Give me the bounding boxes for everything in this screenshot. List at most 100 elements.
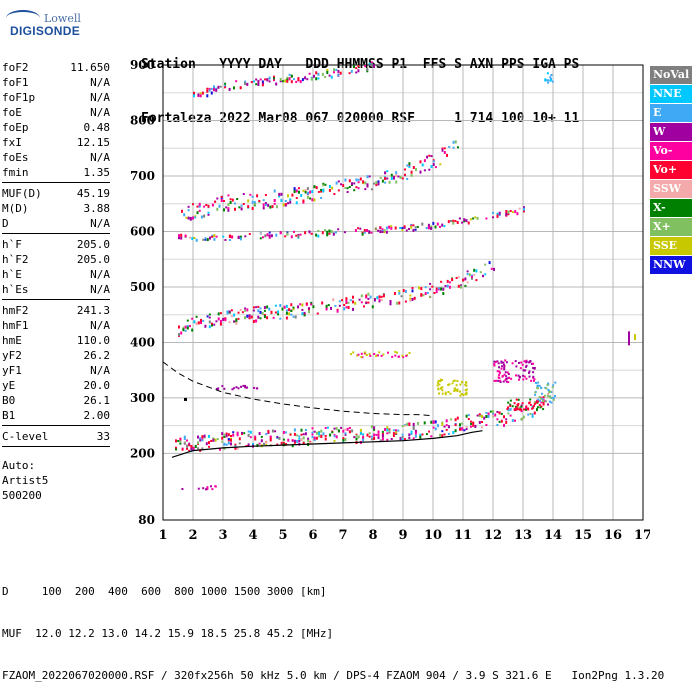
echo-point [412, 422, 415, 426]
echo-point [286, 232, 289, 236]
echo-point [534, 391, 537, 394]
echo-point [465, 219, 468, 223]
echo-point [179, 440, 182, 443]
echo-point [269, 436, 272, 440]
param-value: 12.15 [76, 136, 110, 149]
param-row: h`F 205.0 [2, 237, 110, 252]
echo-point [247, 443, 250, 447]
echo-point [288, 77, 291, 81]
autoscale-note: Auto: [2, 459, 36, 472]
echo-point [335, 231, 337, 234]
echo-point [204, 237, 207, 240]
echo-point [308, 72, 311, 75]
echo-point [233, 320, 236, 323]
echo-point [203, 434, 206, 438]
echo-point [215, 235, 218, 238]
echo-point [532, 375, 535, 378]
echo-point [289, 198, 292, 201]
echo-point [293, 78, 295, 81]
echo-point [410, 225, 413, 229]
echo-point [197, 435, 199, 439]
echo-point [441, 223, 444, 227]
y-tick-label: 80 [138, 513, 155, 527]
header-value-config: 1 714 100 10+ 11 [454, 111, 580, 126]
echo-point [377, 434, 380, 438]
param-name: MUF(D) [2, 187, 42, 200]
echo-point [459, 427, 461, 431]
echo-point [552, 397, 555, 399]
echo-point [384, 171, 387, 175]
echo-point [417, 422, 420, 425]
echo-point [473, 268, 476, 272]
echo-point [178, 234, 180, 238]
echo-point [401, 227, 404, 230]
echo-point [492, 216, 494, 219]
echo-point [284, 203, 287, 206]
param-row: h`E N/A [2, 267, 110, 282]
echo-point [411, 297, 414, 301]
echo-point [303, 314, 306, 317]
echo-point [278, 436, 281, 440]
echo-point [536, 408, 538, 412]
echo-point [421, 433, 424, 436]
echo-point [184, 325, 187, 329]
echo-point [411, 289, 414, 293]
echo-point [503, 365, 506, 368]
echo-cluster [436, 378, 468, 397]
scaled-parameters-panel: foF2 11.650 foF1 N/A foF1p N/A foE N/A foEp 0.48 f… [2, 60, 110, 503]
echo-point [446, 279, 449, 283]
echo-point [377, 430, 380, 434]
echo-point [435, 289, 438, 291]
echo-point [273, 77, 275, 80]
echo-point [461, 422, 464, 425]
param-name: foF2 [2, 61, 29, 74]
echo-point [271, 205, 274, 209]
echo-point [454, 220, 457, 222]
echo-point [444, 285, 447, 288]
echo-point [321, 231, 324, 235]
echo-point [302, 436, 305, 440]
echo-point [463, 429, 466, 432]
echo-point [317, 72, 320, 76]
echo-point [235, 318, 238, 322]
echo-point [294, 315, 297, 319]
echo-point [460, 393, 463, 395]
echo-point [222, 317, 225, 321]
echo-point [227, 438, 230, 441]
echo-point [285, 443, 288, 446]
echo-point [365, 296, 368, 299]
echo-point [541, 397, 544, 400]
echo-point [276, 436, 279, 439]
echo-point [532, 405, 535, 407]
echo-point [336, 309, 339, 313]
y-tick-label: 300 [130, 391, 155, 405]
echo-point [441, 434, 444, 438]
echo-point [181, 488, 184, 490]
echo-point [196, 211, 199, 215]
echo-point [432, 422, 435, 424]
echo-point [229, 198, 232, 201]
param-value: 11.650 [70, 61, 110, 74]
param-value: 2.00 [83, 409, 111, 422]
echo-point [351, 182, 353, 186]
echo-point [410, 173, 413, 177]
echo-point [306, 187, 309, 191]
echo-point [267, 203, 270, 207]
echo-point [542, 398, 545, 401]
echo-point [228, 234, 231, 238]
echo-point [279, 77, 282, 81]
echo-point [337, 228, 340, 231]
echo-point [465, 391, 468, 394]
echo-point [547, 388, 550, 391]
echo-point [234, 202, 236, 205]
echo-point [481, 426, 483, 429]
echo-point [525, 407, 527, 410]
electron-density-profile [171, 430, 483, 458]
echo-point [224, 239, 227, 241]
param-name: hmF1 [2, 319, 29, 332]
echo-point [389, 302, 392, 306]
echo-point [434, 225, 437, 229]
param-name: h`E [2, 268, 22, 281]
echo-point [533, 367, 536, 369]
param-row: h`F2 205.0 [2, 252, 110, 267]
